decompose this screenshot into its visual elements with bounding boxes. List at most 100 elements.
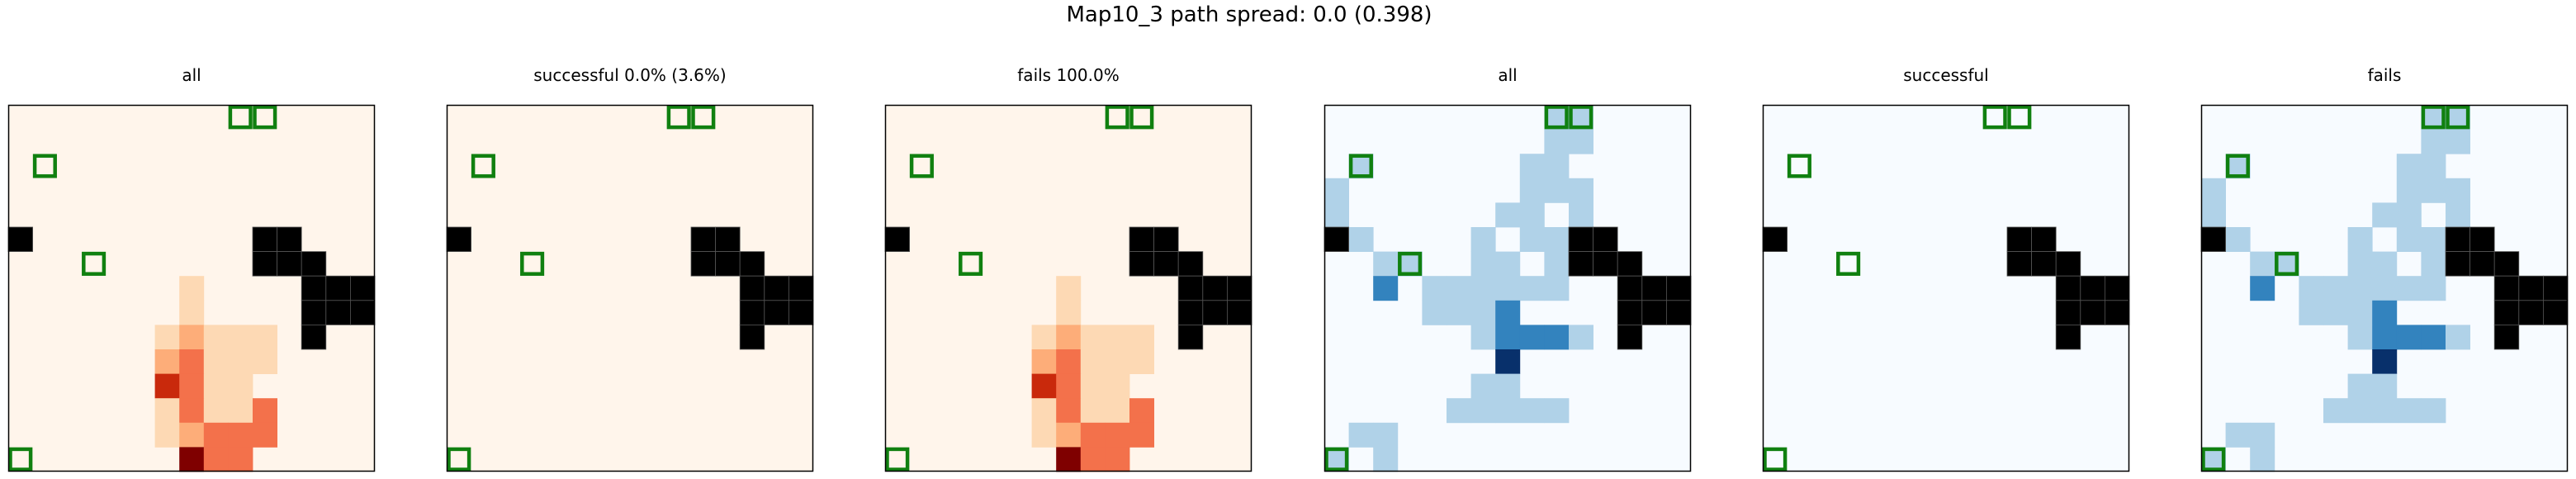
obstacle-cell [1177,324,1204,350]
target-marker [2201,447,2226,472]
panel-frame [1324,104,1692,472]
heatmap-cell [228,398,253,424]
obstacle-cell [2006,226,2033,253]
obstacle-cell [2493,275,2520,301]
obstacle-cell [349,300,376,325]
obstacle-cell [446,226,472,253]
obstacle-cell [1568,251,1594,277]
heatmap-cell [2347,251,2373,277]
heatmap-cell [1519,276,1545,301]
heatmap-cell [1470,300,1496,325]
obstacle-cell [1129,251,1155,277]
obstacle-cell [1324,226,1350,253]
obstacle-cell [2469,226,2495,253]
obstacle-cell [884,226,911,253]
heatmap-cell [1031,325,1057,350]
panel-title: successful 0.0% (3.6%) [533,65,726,85]
panel-frame [884,104,1252,472]
heatmap-cell [1105,422,1130,448]
obstacle-cell [788,275,814,301]
obstacle-cell [1177,300,1204,325]
target-marker [447,447,471,472]
heatmap-cell [1544,178,1570,203]
heatmap-cell [1129,422,1154,448]
heatmap-cell [228,447,253,472]
obstacle-cell [252,226,278,253]
panel-title: all [182,65,201,85]
target-marker [253,105,277,130]
heatmap-cell [203,373,229,399]
heatmap-cell [2396,178,2422,203]
target-marker [909,154,934,178]
obstacle-cell [1593,251,1618,277]
heatmap-cell [1031,349,1057,374]
obstacle-cell [1153,251,1179,277]
heatmap-cell [1129,398,1154,424]
target-marker [1982,105,2007,130]
obstacle-cell [2493,300,2520,325]
heatmap-cell [1495,398,1521,424]
obstacle-cell [1641,300,1667,325]
obstacle-cell [2200,226,2227,253]
heatmap-cell [1470,398,1496,424]
heatmap-cell [1080,422,1106,448]
heatmap-cell [179,398,205,424]
heatmap-cell [1056,349,1082,374]
obstacle-cell [1617,300,1643,325]
heatmap-cell [1422,276,1447,301]
figure-title: Map10_3 path spread: 0.0 (0.398) [1066,2,1432,27]
panel-title: successful [1903,65,1989,85]
target-marker [1787,154,1811,178]
heatmap-cell [1447,398,1471,424]
heatmap-cell [1470,251,1496,277]
heatmap-cell [1080,398,1106,424]
obstacle-cell [2104,275,2130,301]
heatmap-cell [253,398,277,424]
heatmap-cell [203,447,229,472]
heatmap-cell [1544,129,1570,154]
obstacle-cell [325,275,351,301]
heatmap-cell [253,422,277,448]
obstacle-cell [301,300,327,325]
heatmap-cell [2372,398,2398,424]
obstacle-cell [2055,300,2081,325]
heatmap-cell [2299,276,2324,301]
heatmap-cell [1056,447,1082,472]
heatmap-cell [2396,202,2422,228]
obstacle-cell [1227,300,1252,325]
heatmap-cell [228,325,253,350]
heatmap-cell [2323,276,2348,301]
obstacle-cell [7,226,34,253]
heatmap-cell [1519,178,1545,203]
heatmap-cell [2396,227,2422,252]
heatmap-cell [179,276,205,301]
heatmap-cell [1544,276,1570,301]
obstacle-cell [2445,226,2471,253]
heatmap-cell [1031,373,1057,399]
heatmap-cell [2421,398,2446,424]
heatmap-cell [2347,398,2373,424]
heatmap-cell [2323,398,2348,424]
heatmap-cell [228,373,253,399]
target-marker [471,154,495,178]
heatmap-cell [1105,349,1130,374]
heatmap-cell [2421,154,2446,179]
target-marker [8,447,33,472]
heatmap-cell [1544,325,1570,350]
heatmap-cell [2396,276,2422,301]
heatmap-panels: all successful 0.0% (3.6%) fails 100.0% all… [7,65,2569,472]
heatmap-cell [1470,276,1496,301]
obstacle-cell [1202,275,1228,301]
heatmap-cell [253,349,277,374]
target-marker [2421,105,2446,130]
panel-title: fails 100.0% [1017,65,1119,85]
obstacle-cell [2080,300,2105,325]
heatmap-cell [1373,276,1399,301]
heatmap-cell [179,373,205,399]
obstacle-cell [1177,275,1204,301]
heatmap-cell [179,300,205,325]
heatmap-cell [1569,325,1593,350]
heatmap-panel-6: fails [2200,65,2569,472]
heatmap-cell [179,447,205,472]
